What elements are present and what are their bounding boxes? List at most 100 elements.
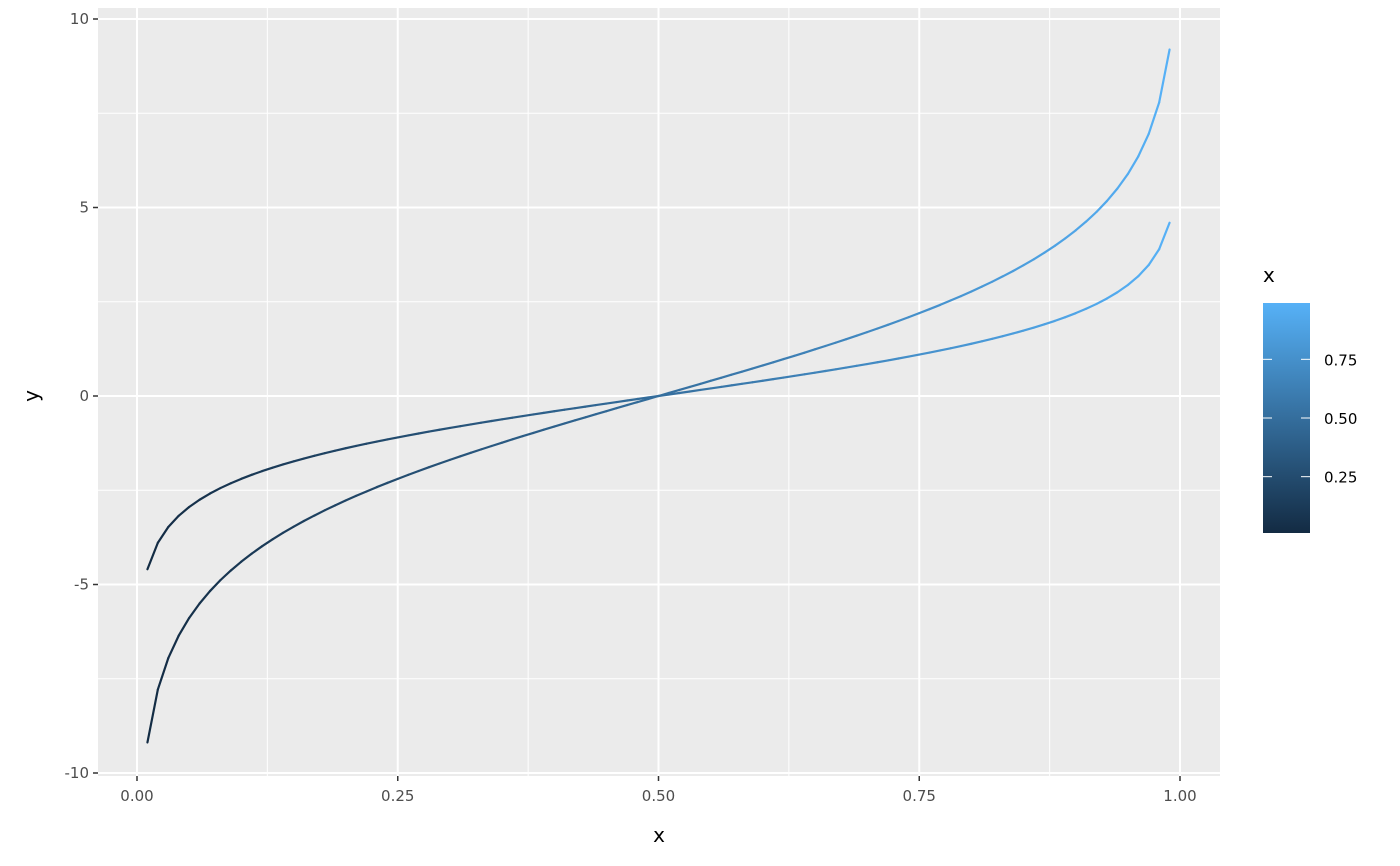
line-segment — [354, 442, 368, 448]
line-segment — [469, 448, 483, 454]
line-segment — [886, 357, 900, 362]
line-segment — [167, 634, 180, 660]
x-tick-label: 0.25 — [381, 787, 414, 805]
line-segment — [208, 579, 222, 593]
line-segment — [1012, 329, 1025, 335]
line-segment — [542, 425, 556, 431]
line-segment — [845, 364, 858, 369]
line-segment — [490, 418, 504, 423]
line-segment — [219, 569, 232, 582]
line-segment — [386, 436, 399, 441]
line-segment — [699, 379, 712, 386]
line-segment — [1022, 258, 1036, 267]
line-segment — [751, 379, 764, 384]
line-segment — [1147, 248, 1161, 267]
line-segment — [782, 354, 796, 361]
line-segment — [646, 394, 660, 401]
line-segment — [1022, 326, 1036, 332]
line-segment — [845, 334, 858, 341]
line-segment — [584, 413, 598, 419]
line-segment — [719, 373, 733, 379]
line-segment — [1074, 220, 1088, 232]
line-segment — [803, 371, 817, 376]
line-segment — [365, 440, 378, 445]
line-segment — [1116, 172, 1129, 190]
line-segment — [1053, 237, 1067, 247]
line-segment — [792, 351, 806, 357]
line-segment — [511, 435, 525, 441]
line-segment — [730, 370, 744, 376]
y-tick-label: 10 — [70, 10, 89, 28]
line-segment — [1043, 319, 1056, 326]
line-segment — [959, 290, 973, 298]
line-segment — [250, 469, 264, 476]
line-segment — [480, 444, 493, 451]
line-segment — [740, 367, 754, 373]
series-1 — [146, 221, 1171, 571]
line-segment — [730, 382, 744, 387]
line-segment — [573, 416, 587, 422]
line-segment — [1105, 187, 1119, 203]
line-segment — [500, 416, 514, 421]
line-segment — [417, 466, 431, 473]
line-segment — [323, 449, 337, 455]
line-segment — [354, 490, 368, 498]
y-axis-title: y — [19, 390, 43, 402]
line-segment — [897, 316, 910, 323]
line-segment — [396, 473, 410, 480]
line-segment — [594, 410, 608, 416]
line-segment — [427, 428, 441, 433]
legend-tick-label: 0.25 — [1324, 469, 1357, 487]
line-segment — [970, 340, 983, 345]
line-segment — [553, 422, 566, 428]
line-segment — [448, 455, 462, 461]
line-segment — [1085, 210, 1098, 223]
line-segment — [459, 423, 472, 428]
line-segment — [709, 385, 723, 390]
line-segment — [198, 492, 212, 501]
line-segment — [792, 373, 806, 378]
line-segment — [261, 466, 274, 473]
line-segment — [146, 541, 159, 571]
line-segment — [667, 391, 681, 396]
line-segment — [417, 430, 431, 435]
line-segment — [1126, 155, 1140, 176]
line-segment — [939, 299, 952, 307]
line-segment — [1043, 244, 1056, 254]
line-segment — [615, 399, 629, 404]
line-segment — [949, 344, 963, 350]
line-segment — [511, 414, 525, 419]
line-segment — [939, 347, 952, 352]
line-segment — [980, 337, 994, 343]
line-segment — [907, 353, 921, 358]
line-segment — [855, 331, 869, 337]
line-segment — [344, 494, 358, 502]
line-segment — [636, 396, 650, 401]
line-segment — [427, 462, 441, 469]
line-segment — [146, 688, 159, 744]
line-segment — [323, 504, 337, 512]
line-segment — [521, 413, 535, 418]
line-segment — [667, 388, 681, 395]
line-segment — [1085, 302, 1098, 310]
line-segment — [167, 514, 180, 529]
line-segment — [480, 419, 493, 424]
line-segment — [313, 452, 326, 457]
series-lines — [146, 48, 1171, 744]
line-segment — [991, 335, 1004, 340]
line-segment — [636, 397, 650, 404]
line-segment — [229, 477, 243, 485]
line-segment — [907, 312, 921, 319]
line-segment — [313, 509, 326, 517]
line-segment — [605, 406, 618, 413]
line-segment — [761, 378, 775, 382]
line-segment — [1064, 229, 1077, 240]
line-segment — [824, 341, 837, 348]
line-segment — [271, 463, 285, 469]
y-tick-label: 5 — [79, 199, 89, 217]
line-segment — [928, 349, 942, 354]
line-segment — [469, 421, 483, 426]
line-segment — [719, 384, 733, 389]
line-segment — [761, 361, 775, 367]
